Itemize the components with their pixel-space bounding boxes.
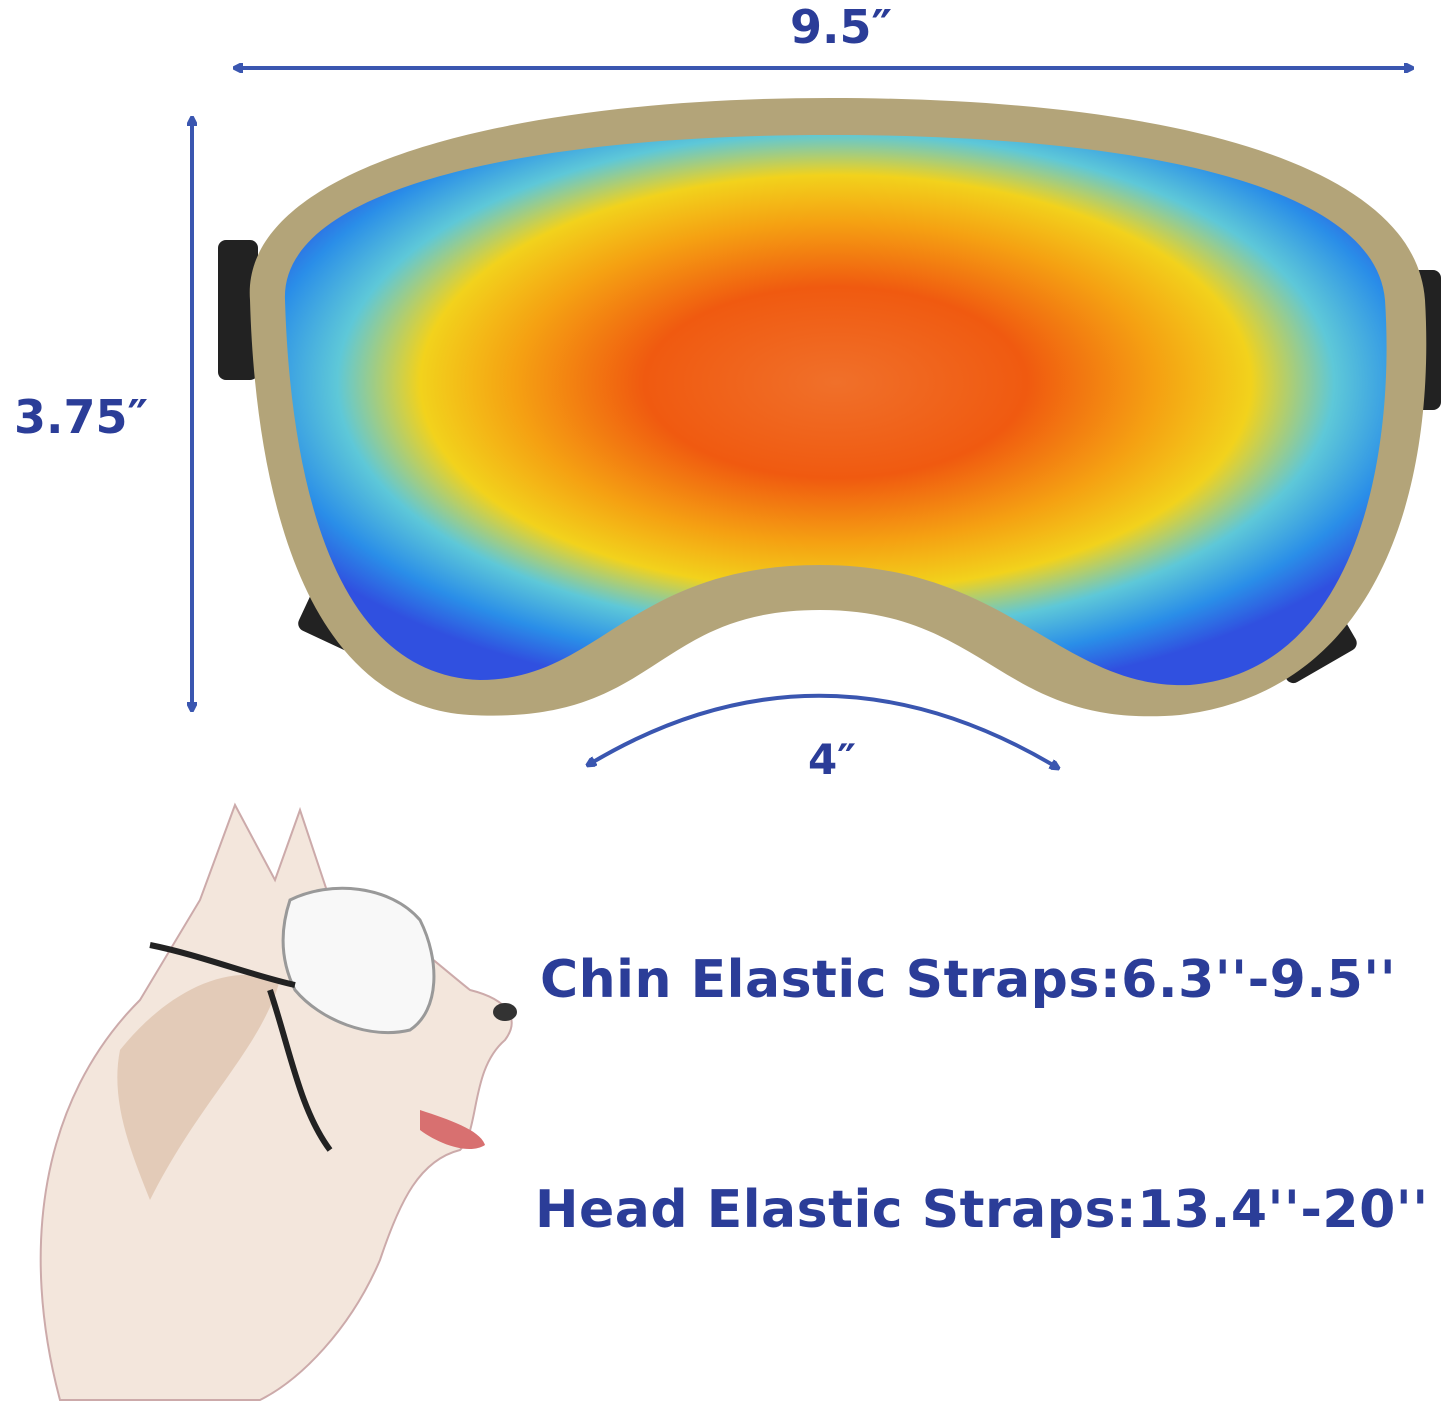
width-label: 9.5″	[790, 0, 893, 54]
nose-bridge-label: 4″	[808, 735, 856, 784]
chin-strap-spec: Chin Elastic Straps:6.3''-9.5''	[540, 950, 1397, 1010]
dog-wearing-goggles-illustration	[39, 802, 517, 1401]
goggle-lens	[284, 135, 1387, 686]
nose-bridge-arrow	[588, 693, 1058, 768]
head-strap-spec: Head Elastic Straps:13.4''-20''	[535, 1180, 1429, 1240]
height-label: 3.75″	[14, 390, 149, 444]
